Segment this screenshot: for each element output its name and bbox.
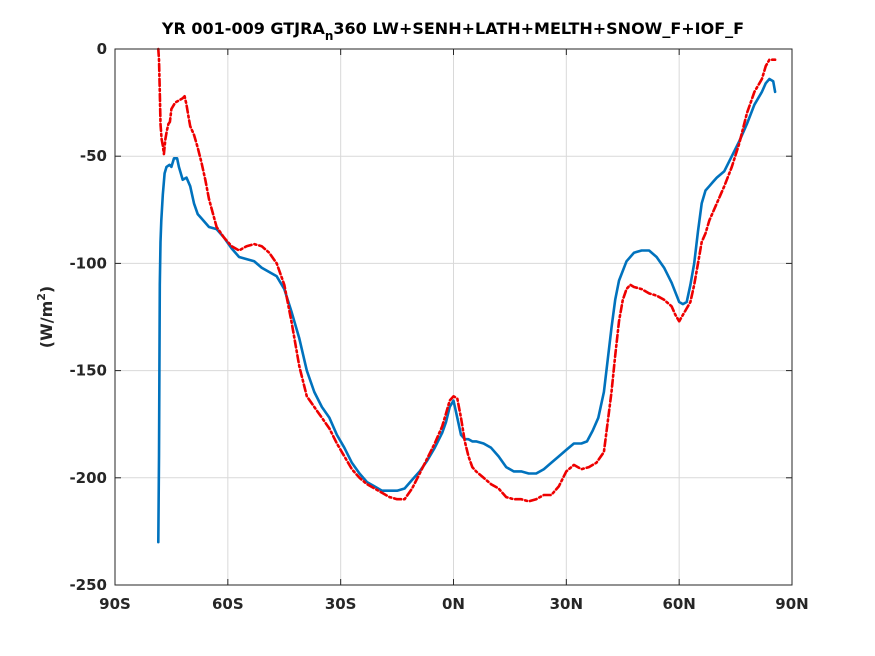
chart-title: YR 001-009 GTJRAn360 LW+SENH+LATH+MELTH+… — [161, 19, 744, 43]
y-tick-label: -100 — [69, 254, 107, 272]
x-tick-label: 0N — [442, 595, 465, 613]
y-tick-label: -150 — [69, 362, 107, 380]
y-axis-label-superscript: 2 — [35, 293, 48, 301]
x-tick-label: 30N — [550, 595, 583, 613]
y-tick-label: -250 — [69, 576, 107, 594]
y-tick-label: 0 — [97, 40, 107, 58]
x-tick-label: 90N — [775, 595, 808, 613]
axis-ticks: 90S 60S 30S 0N 30N 60N 90N 0 -50 -100 -150 -200 -250 — [69, 40, 808, 613]
y-tick-label: -50 — [80, 147, 107, 165]
y-tick-label: -200 — [69, 469, 107, 487]
series-lines — [157, 47, 777, 544]
y-axis-label-end: ) — [37, 286, 56, 293]
y-axis-label: (W/m2) — [35, 286, 56, 348]
chart-title-main: YR 001-009 GTJRA — [161, 19, 326, 38]
x-tick-label: 60N — [662, 595, 695, 613]
x-tick-label: 30S — [325, 595, 357, 613]
y-axis-label-main: (W/m — [37, 301, 56, 348]
series-line-2 — [157, 47, 777, 503]
series-line-1 — [157, 77, 777, 544]
chart-title-subscript: n — [325, 29, 334, 43]
x-tick-label: 90S — [99, 595, 131, 613]
grid-lines — [114, 48, 793, 586]
x-tick-label: 60S — [212, 595, 244, 613]
chart-title-rest: 360 LW+SENH+LATH+MELTH+SNOW_F+IOF_F — [333, 19, 744, 38]
